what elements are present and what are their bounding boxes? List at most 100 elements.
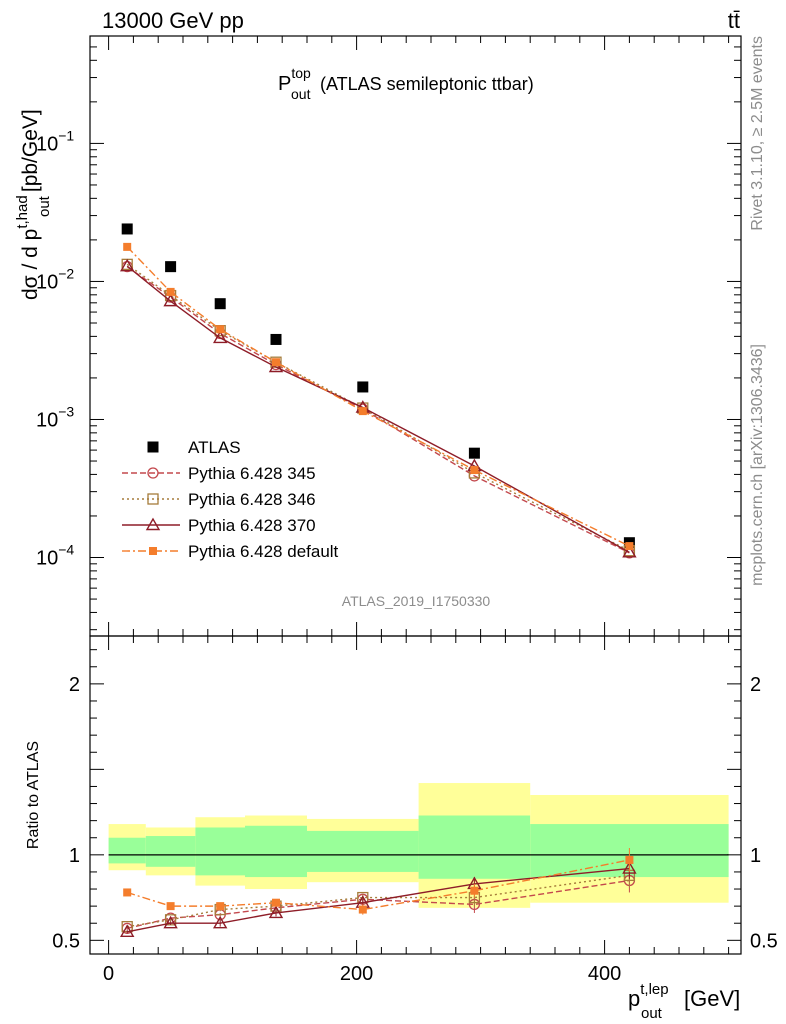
legend-marker [145, 517, 161, 531]
main-y-label-sup: t,had [14, 195, 31, 228]
main-y-tick-mantissa: 10 [36, 409, 58, 431]
main-data-point [470, 466, 479, 475]
main-data-point [272, 358, 280, 367]
ratio-data-point [625, 855, 634, 864]
uncertainty-band-inner [418, 815, 531, 879]
uncertainty-band-inner [145, 836, 196, 867]
ratio-y-tick-label: 2 [69, 674, 80, 696]
header-left: 13000 GeV pp [102, 8, 244, 33]
rivet-label: Rivet 3.1.10, ≥ 2.5M events [749, 36, 766, 231]
main-title-main: P [278, 73, 291, 95]
legend-label: Pythia 6.428 345 [188, 464, 316, 483]
legend-entry: ATLAS [147, 438, 241, 457]
main-title-sub: out [291, 86, 311, 102]
main-data-point [163, 293, 178, 307]
uncertainty-band-inner [195, 827, 245, 876]
main-y-label-main: dσ / d p [19, 229, 42, 300]
ratio-y-label: Ratio to ATLAS [25, 741, 42, 849]
legend-label: Pythia 6.428 default [188, 542, 339, 561]
ratio-data-point [212, 915, 228, 929]
main-series-line [126, 265, 630, 553]
ratio-data-point [123, 888, 132, 897]
x-axis-label: pt,lep out [GeV] [628, 981, 740, 1022]
main-data-point [165, 261, 177, 273]
main-data-point [270, 333, 282, 345]
x-tick-label: 0 [103, 963, 114, 985]
main-data-point [212, 330, 228, 344]
main-y-label: dσ / d pt,had out [pb/GeV] [14, 109, 53, 300]
main-data-point [358, 407, 367, 416]
legend-marker [147, 493, 159, 505]
legend-entry: Pythia 6.428 370 [122, 516, 316, 535]
main-y-tick-mantissa: 10 [36, 271, 58, 293]
uncertainty-band-inner [108, 837, 146, 864]
legend-entry: Pythia 6.428 default [122, 542, 339, 561]
legend-entry: Pythia 6.428 346 [122, 490, 316, 509]
main-data-point [216, 325, 225, 334]
main-data-point [357, 381, 369, 393]
ratio-y-tick-label: 1 [69, 845, 80, 867]
legend-marker [147, 467, 159, 479]
legend: ATLAS Pythia 6.428 345 Pythia 6.428 346 Pyt… [122, 438, 339, 561]
main-data-point [468, 447, 480, 459]
main-data-point [166, 287, 175, 296]
main-y-tick-exponent: −3 [58, 403, 74, 419]
legend-label: ATLAS [188, 438, 241, 457]
ratio-y-tick-label: 0.5 [52, 930, 80, 952]
main-data-point [123, 242, 132, 251]
main-series-line [126, 266, 630, 554]
header-right: tt̄ [728, 8, 740, 33]
ratio-y-tick-label-right: 0.5 [750, 930, 778, 952]
main-data-point [622, 544, 637, 558]
main-panel: 10−110−210−310−4 [36, 35, 742, 637]
main-y-tick-label: 10−3 [36, 403, 74, 431]
ratio-y-tick-label-right: 1 [750, 845, 761, 867]
x-tick-label: 200 [340, 963, 373, 985]
main-y-tick-exponent: −2 [58, 265, 74, 281]
analysis-watermark: ATLAS_2019_I1750330 [342, 593, 491, 609]
legend-label: Pythia 6.428 370 [188, 516, 316, 535]
legend-marker [147, 441, 159, 453]
x-axis-label-main: p [628, 986, 640, 1011]
mcplots-label: mcplots.cern.ch [arXiv:1306.3436] [749, 344, 766, 586]
ratio-data-point [216, 902, 225, 911]
main-title-sup: top [291, 65, 311, 81]
x-axis-label-sup: t,lep [640, 981, 668, 998]
ratio-data-point [268, 905, 284, 919]
main-title: Ptop out (ATLAS semileptonic ttbar) [278, 65, 534, 102]
main-y-tick-label: 10−4 [36, 542, 74, 570]
main-data-point [121, 223, 133, 235]
x-axis-label-unit: [GeV] [684, 986, 740, 1011]
ratio-data-point [470, 886, 479, 895]
main-data-point [625, 542, 634, 551]
main-y-tick-label: 10−2 [36, 265, 74, 293]
uncertainty-band-inner [245, 825, 307, 878]
ratio-data-point [163, 915, 178, 929]
ratio-y-tick-label-right: 2 [750, 674, 761, 696]
main-y-tick-label: 10−1 [36, 127, 74, 155]
main-y-label-sub: out [36, 195, 53, 217]
ratio-panel: 0.5 0.5 1 1 2 2 0 200 400 [52, 635, 778, 985]
uncertainty-band-inner [307, 830, 419, 872]
main-y-tick-mantissa: 10 [36, 133, 58, 155]
ratio-data-point [166, 902, 175, 911]
ratio-data-point [272, 898, 280, 907]
ratio-data-point [622, 861, 637, 874]
ratio-frame [89, 635, 742, 955]
main-y-tick-exponent: −4 [58, 542, 74, 558]
main-y-tick-exponent: −1 [58, 127, 74, 143]
x-tick-label: 400 [588, 963, 621, 985]
main-y-label-unit: [pb/GeV] [19, 109, 42, 192]
ratio-data-point [119, 924, 135, 937]
ratio-data-point [358, 905, 367, 914]
legend-label: Pythia 6.428 346 [188, 490, 316, 509]
main-data-point [119, 258, 135, 272]
legend-entry: Pythia 6.428 345 [122, 464, 316, 483]
main-data-point [214, 298, 226, 310]
main-data-point [268, 359, 284, 373]
legend-marker [149, 547, 157, 555]
main-y-tick-mantissa: 10 [36, 548, 58, 570]
main-title-rest: (ATLAS semileptonic ttbar) [320, 74, 534, 94]
x-axis-label-sub: out [641, 1005, 663, 1022]
